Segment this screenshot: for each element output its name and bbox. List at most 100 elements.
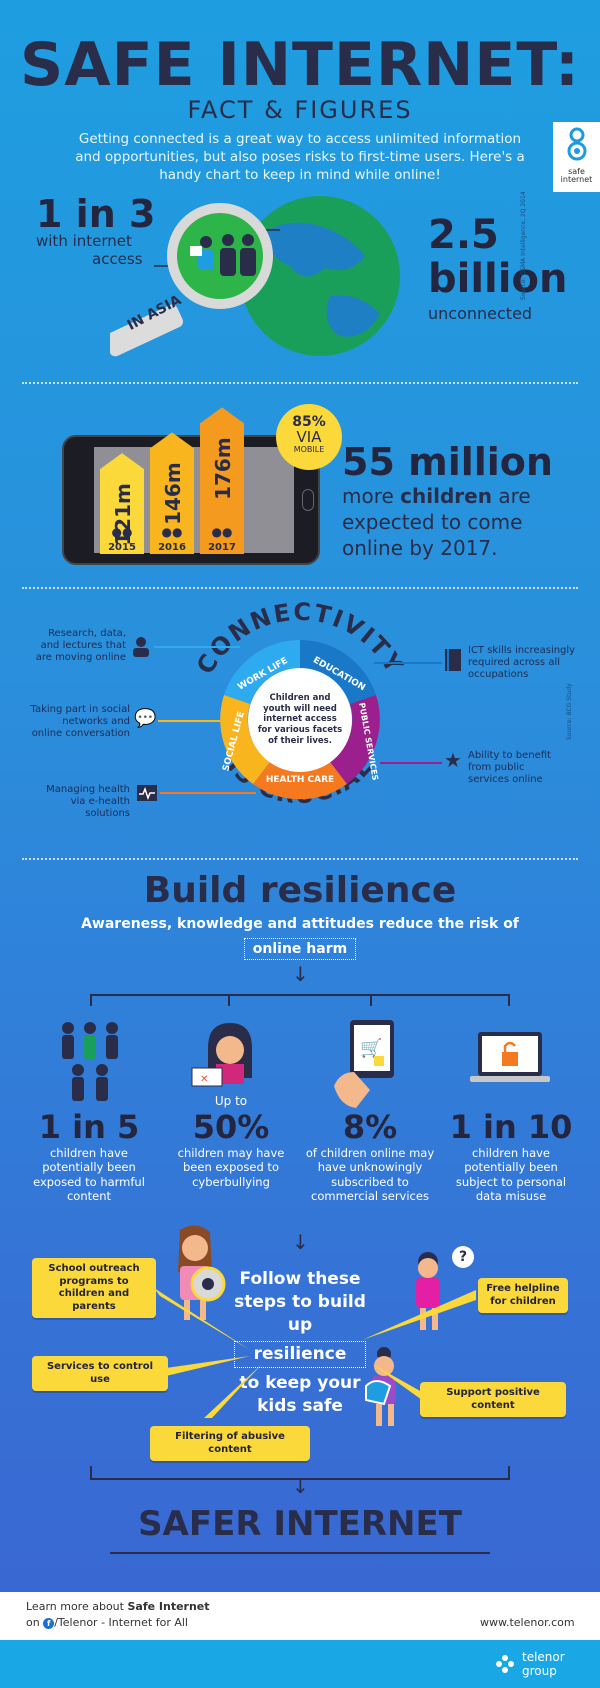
stat-commercial-big: 8% — [342, 1108, 398, 1146]
telenor-logo-icon — [496, 1655, 514, 1673]
final-underline — [110, 1552, 490, 1554]
growth-bar-year-2015: 2015 — [108, 542, 136, 553]
bracket-leg-2 — [228, 994, 230, 1006]
arrow-down-3: ↓ — [292, 1474, 309, 1498]
arrow-down-2: ↓ — [292, 1230, 309, 1254]
stat-cyberbullying: Up to 50% children may have been exposed… — [170, 1094, 292, 1189]
telenor-url-link[interactable]: www.telenor.com — [480, 1616, 575, 1629]
bracket-top — [90, 994, 510, 996]
bracket-leg-1 — [90, 994, 92, 1006]
safer-internet-title: SAFER INTERNET — [138, 1504, 462, 1544]
unconnected-number: 2.5 — [428, 212, 499, 258]
on-text: on — [26, 1616, 40, 1629]
note-health-line — [160, 792, 256, 794]
note-research-line — [154, 646, 240, 648]
note-research: Research, data, and lectures that are mo… — [35, 628, 126, 663]
stat-harmful-big: 1 in 5 — [38, 1108, 140, 1146]
mobile-badge-mobile: MOBILE — [293, 445, 325, 454]
stat-data-misuse: 1 in 10 children have potentially been s… — [448, 1108, 574, 1204]
magnifier — [110, 304, 184, 357]
step-control-use: Services to control use — [32, 1356, 168, 1391]
steps-line-2: steps to build up — [234, 1291, 366, 1335]
bracket-leg-3 — [370, 994, 372, 1006]
wheel-ring — [220, 640, 380, 800]
stat-data-big: 1 in 10 — [449, 1108, 573, 1146]
growth-bar-2017: 176m 2017 ●● — [200, 407, 244, 554]
mobile-badge: 85% VIA MOBILE — [276, 404, 342, 470]
unconnected-label: unconnected — [428, 304, 533, 323]
star-icon: ★ — [444, 748, 462, 772]
children-headline: 55 million — [342, 440, 553, 484]
phone-home-button — [302, 489, 314, 511]
learn-more-line: Learn more about Safe Internet — [26, 1600, 210, 1613]
learn-more-bold: Safe Internet — [127, 1600, 210, 1613]
steps-heading: Follow these steps to build up resilienc… — [222, 1268, 378, 1418]
stat-cyber-text: children may have been exposed to cyberb… — [177, 1146, 285, 1189]
telenor-brand: telenor — [522, 1650, 565, 1664]
note-social-line — [158, 720, 228, 722]
steps-highlight: resilience — [234, 1340, 366, 1368]
divider-2 — [22, 587, 578, 589]
chat-icon: 💬 — [134, 708, 157, 729]
footer-blue: telenor group — [0, 1640, 600, 1688]
intro-text: Getting connected is a great way to acce… — [75, 131, 525, 184]
safe-internet-logo: safe internet — [553, 122, 600, 192]
growth-bar-2016: 146m 2016 ●● — [150, 432, 194, 554]
stat-commercial: 8% of children online may have unknowing… — [300, 1108, 440, 1204]
facebook-link[interactable]: /Telenor - Internet for All — [54, 1616, 188, 1629]
stat-harmful-text: children have potentially been exposed t… — [33, 1146, 145, 1204]
bracket-leg-4 — [508, 994, 510, 1006]
stat-data-text: children have potentially been subject t… — [455, 1146, 567, 1204]
footer-white: Learn more about Safe Internet on f/Tele… — [0, 1592, 600, 1640]
note-social: Taking part in social networks and onlin… — [30, 704, 130, 739]
page-subtitle: FACT & FIGURES — [187, 96, 413, 124]
stat-cyber-big: 50% — [192, 1108, 270, 1146]
growth-bar-year-2017: 2017 — [208, 542, 236, 553]
globe-illustration — [110, 196, 400, 357]
facebook-line: on f/Telenor - Internet for All — [26, 1616, 188, 1629]
online-harm-highlight: online harm — [244, 938, 356, 960]
cyberbullying-icon: ✕ — [191, 1023, 252, 1087]
divider-1 — [22, 382, 578, 384]
note-public: Ability to benefit from public services … — [468, 750, 551, 785]
steps-line-1: Follow these — [239, 1269, 361, 1289]
note-ict: ICT skills increasingly required across … — [468, 645, 576, 680]
steps-line-3: to keep your — [239, 1372, 361, 1393]
bottom-bracket — [90, 1466, 510, 1480]
stat-harmful-content: 1 in 5 children have potentially been ex… — [28, 1108, 150, 1204]
telenor-group: group — [522, 1664, 557, 1678]
children-line-1-pre: more — [342, 484, 401, 508]
step-helpline: Free helpline for children — [478, 1278, 568, 1313]
children-line-1-bold: children — [400, 484, 492, 508]
growth-bar-label-2017: 176m — [211, 437, 235, 500]
wheel-center-text: Children and youth will need internet ac… — [257, 693, 343, 746]
asia-stat-label-2: access — [92, 250, 143, 268]
mobile-badge-pct: 85% — [292, 414, 326, 430]
note-public-line — [380, 762, 442, 764]
children-line-1-post: are — [491, 484, 531, 508]
stat-cyber-pre: Up to — [214, 1094, 248, 1108]
logo-text-internet: internet — [560, 175, 593, 184]
safe-internet-logo-icon — [567, 127, 586, 161]
logo-text-safe: safe — [568, 167, 585, 176]
growth-bar-label-2016: 146m — [161, 462, 185, 525]
girl-with-question-illustration — [416, 1252, 440, 1330]
learn-more-pre: Learn more about — [26, 1600, 128, 1613]
step-pointers — [154, 1288, 476, 1418]
girl-with-tablet-illustration — [365, 1347, 396, 1426]
step-filtering: Filtering of abusive content — [150, 1426, 310, 1461]
growth-bar-label-2015: 121m — [111, 483, 135, 546]
steps-line-4: kids safe — [257, 1395, 343, 1416]
resilience-subtitle: Awareness, knowledge and attitudes reduc… — [81, 916, 519, 932]
arrow-down-1: ↓ — [292, 962, 309, 986]
resilience-title: Build resilience — [143, 870, 457, 911]
children-line-1: more children are — [342, 484, 531, 508]
note-health: Managing health via e-health solutions — [46, 784, 130, 819]
padlock-laptop-icon — [470, 1032, 550, 1082]
asia-stat: 1 in 3 — [36, 192, 156, 236]
stat-commercial-text: of children online may have unknowingly … — [305, 1146, 435, 1204]
divider-3 — [22, 858, 578, 860]
step-school-outreach: School outreach programs to children and… — [32, 1258, 156, 1318]
